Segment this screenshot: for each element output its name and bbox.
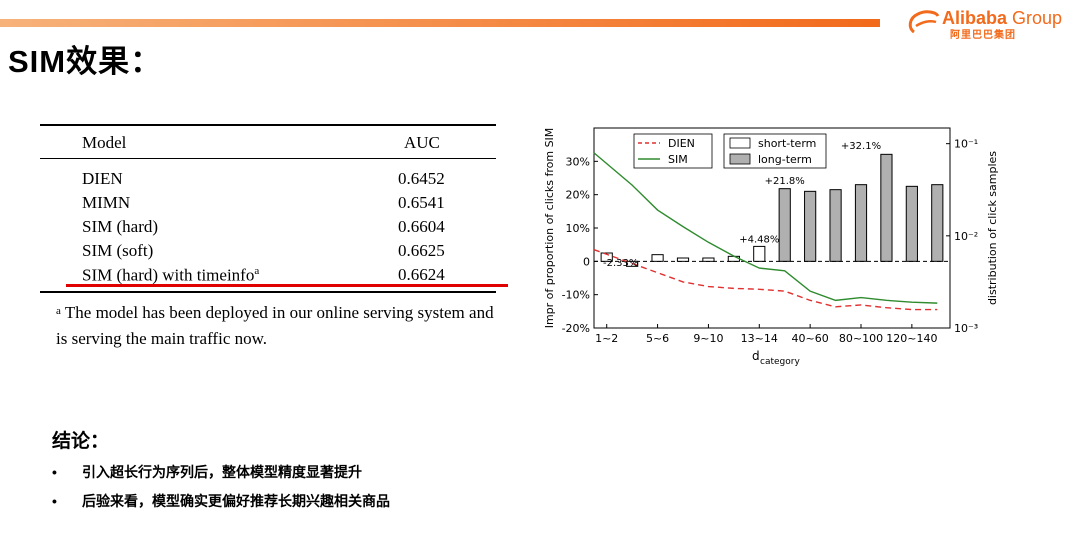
bar-long-term bbox=[905, 185, 918, 262]
bullet-text: 引入超长行为序列后，整体模型精度显著提升 bbox=[82, 464, 362, 480]
right-tick-label: 10⁻¹ bbox=[954, 138, 978, 151]
legend-label: DIEN bbox=[668, 137, 695, 150]
right-axis-label: distribution of click samples bbox=[986, 151, 999, 305]
logo-text: Alibaba Group bbox=[942, 8, 1062, 29]
bar-annotation: +4.48% bbox=[739, 234, 779, 245]
x-tick-label: 80~100 bbox=[839, 332, 883, 345]
bar-short-term bbox=[702, 257, 715, 262]
row-model: SIM (soft) bbox=[82, 241, 154, 260]
y-tick-label: 0 bbox=[583, 255, 590, 268]
row-auc: 0.6624 bbox=[398, 265, 445, 284]
legend-lines-box bbox=[633, 133, 713, 169]
x-tick-label: 9~10 bbox=[693, 332, 723, 345]
bullet-text: 后验来看，模型确实更偏好推荐长期兴趣相关商品 bbox=[82, 493, 390, 509]
header-auc: AUC bbox=[404, 133, 440, 152]
right-tick-label: 10⁻² bbox=[954, 230, 978, 243]
conclusion-title: 结论： bbox=[52, 431, 110, 452]
y-axis-label: Impr of proportion of clicks from SIM bbox=[543, 128, 556, 329]
x-axis-label: d bbox=[752, 349, 760, 363]
x-tick-label: 40~60 bbox=[792, 332, 829, 345]
y-tick-label: -20% bbox=[562, 322, 590, 335]
right-tick-label: 10⁻³ bbox=[954, 322, 978, 335]
bar-long-term bbox=[854, 184, 868, 262]
table-top-rule bbox=[40, 124, 496, 126]
table-bottom-rule bbox=[40, 291, 496, 293]
x-tick-label: 13~14 bbox=[741, 332, 778, 345]
conclusion-bullet: • 引入超长行为序列后，整体模型精度显著提升 bbox=[52, 462, 362, 482]
legend-swatch-short-term bbox=[729, 137, 751, 149]
y-tick-label: 10% bbox=[566, 222, 590, 235]
x-tick-label: 5~6 bbox=[646, 332, 669, 345]
row-auc: 0.6541 bbox=[398, 193, 445, 212]
legend-label: long-term bbox=[758, 153, 812, 166]
row-auc: 0.6604 bbox=[398, 217, 445, 236]
row-auc: 0.6625 bbox=[398, 241, 445, 260]
conclusion-bullet: • 后验来看，模型确实更偏好推荐长期兴趣相关商品 bbox=[52, 491, 390, 511]
row-note-mark: a bbox=[254, 265, 260, 277]
line-SIM bbox=[593, 152, 938, 304]
footnote-text: The model has been deployed in our onlin… bbox=[56, 303, 494, 348]
row-model: SIM (hard) bbox=[82, 217, 159, 236]
bar-annotation: +21.8% bbox=[765, 176, 805, 187]
bar-long-term bbox=[778, 188, 791, 262]
page-title: SIM效果： bbox=[8, 44, 163, 79]
top-accent-bar bbox=[0, 19, 880, 27]
header-model: Model bbox=[82, 133, 127, 152]
y-tick-label: 30% bbox=[566, 155, 590, 168]
bar-annotation: -2.33% bbox=[603, 258, 638, 269]
bullet-dot: • bbox=[52, 464, 57, 480]
row-model-timeinfo: SIM (hard) with timeinfoa bbox=[82, 265, 259, 286]
legend-swatch-long-term bbox=[729, 153, 751, 165]
x-tick-label: 120~140 bbox=[886, 332, 937, 345]
bar-long-term bbox=[804, 190, 817, 262]
bar-short-term bbox=[651, 254, 664, 262]
y-tick-label: -10% bbox=[562, 289, 590, 302]
logo-brand: Alibaba bbox=[942, 8, 1008, 28]
line-DIEN bbox=[593, 249, 938, 311]
bar-short-term bbox=[753, 245, 766, 262]
table-footnote: a The model has been deployed in our onli… bbox=[56, 300, 496, 352]
alibaba-swirl-icon bbox=[908, 10, 940, 34]
bar-long-term bbox=[880, 153, 893, 262]
x-axis-label-sub: category bbox=[760, 357, 800, 367]
bar-long-term bbox=[931, 184, 944, 262]
bar-short-term bbox=[676, 257, 690, 262]
bar-short-term bbox=[727, 255, 740, 262]
row-model: DIEN bbox=[82, 169, 123, 188]
red-underline bbox=[66, 284, 508, 287]
bar-annotation: +32.1% bbox=[841, 141, 881, 152]
legend-label: SIM bbox=[668, 153, 688, 166]
bullet-dot: • bbox=[52, 493, 57, 509]
x-tick-label: 1~2 bbox=[595, 332, 618, 345]
table-mid-rule bbox=[40, 158, 496, 159]
sim-click-chart: -20% -10% 0 10% 20% 30% 10⁻³ 10⁻² 10⁻¹ 1~2 5~6 9~10… bbox=[543, 127, 999, 367]
row-model: MIMN bbox=[82, 193, 131, 212]
y-tick-label: 20% bbox=[566, 189, 590, 202]
legend-label: short-term bbox=[758, 137, 816, 150]
row-model-text: SIM (hard) with timeinfo bbox=[82, 265, 255, 285]
row-auc: 0.6452 bbox=[398, 169, 445, 188]
alibaba-logo: Alibaba Group 阿里巴巴集团 bbox=[906, 6, 1076, 41]
footnote-mark: a bbox=[56, 305, 61, 317]
bar-long-term bbox=[829, 189, 842, 262]
bar-short-term bbox=[600, 252, 613, 262]
logo-cn: 阿里巴巴集团 bbox=[950, 30, 1016, 41]
logo-group: Group bbox=[1007, 8, 1063, 28]
